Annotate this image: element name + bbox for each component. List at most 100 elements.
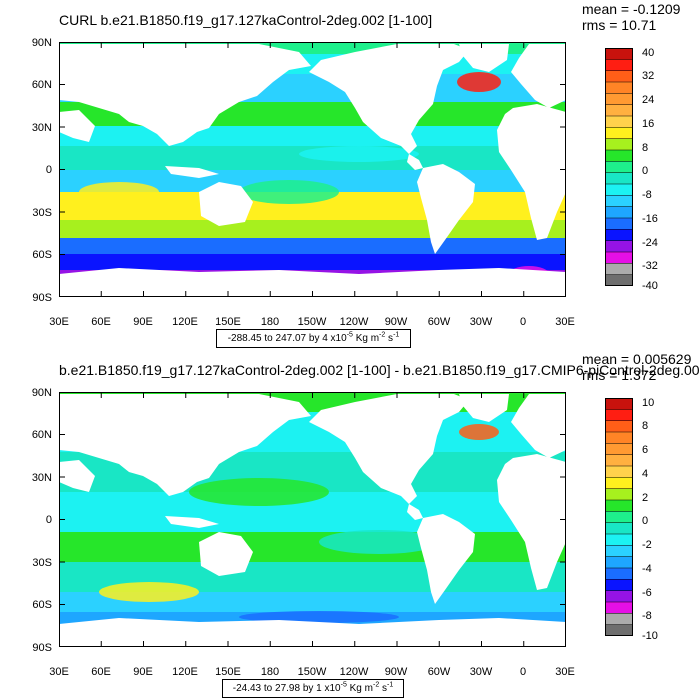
colorbar-label: 6 [642, 444, 649, 456]
colorbar-swatch [605, 556, 633, 569]
colorbar-label: 2 [642, 492, 649, 504]
colorbar-swatch [605, 465, 633, 478]
contour-range-label: -288.45 to 247.07 by 4 x10-5 Kg m-2 s-1 [216, 329, 411, 348]
panel-title: b.e21.B1850.f19_g17.127kaControl-2deg.00… [59, 362, 700, 378]
colorbar-frame [605, 48, 633, 286]
colorbar-swatch [605, 398, 633, 410]
lon-label: 0 [519, 316, 527, 328]
lon-label: 60W [427, 316, 451, 328]
colorbar [605, 398, 633, 636]
panel-top: CURL b.e21.B1850.f19_g17.127kaControl-2d… [31, 1, 681, 348]
lon-label: 120W [339, 316, 369, 328]
continent-landmass [497, 104, 566, 240]
lon-label: 0 [519, 666, 527, 678]
colorbar-swatch [605, 511, 633, 524]
colorbar-swatch [605, 104, 633, 117]
rms-text: rms = 10.71 [582, 17, 657, 33]
continent-landmass [407, 154, 423, 170]
lat-label: 60S [32, 599, 52, 611]
colorbar-label: -2 [642, 539, 652, 551]
colorbar-swatch [605, 590, 633, 603]
continent-landmass [165, 166, 219, 178]
colorbar-swatch [605, 70, 633, 83]
lon-label: 90E [133, 666, 153, 678]
lon-label: 30E [49, 316, 69, 328]
lon-label: 30W [469, 666, 493, 678]
field-anomaly [99, 582, 199, 602]
field-anomaly [189, 478, 329, 506]
lat-label: 60S [32, 249, 52, 261]
map-plot [59, 392, 566, 647]
colorbar-swatch [605, 251, 633, 264]
lon-label: 30W [469, 316, 493, 328]
field-anomaly [457, 72, 501, 92]
colorbar-swatch [605, 499, 633, 512]
colorbar-label: 24 [642, 94, 655, 106]
lon-label: 90W [384, 666, 408, 678]
colorbar-swatch [605, 195, 633, 208]
colorbar-label: -4 [642, 563, 652, 575]
continent-landmass [511, 44, 566, 108]
colorbar-swatch [605, 567, 633, 580]
continent-landmass [59, 460, 95, 492]
continent-landmass [511, 394, 566, 458]
colorbar-swatch [605, 545, 633, 558]
lat-label: 30N [31, 472, 52, 484]
colorbar-label: 8 [642, 420, 649, 432]
mean-text: mean = 0.005629 [582, 351, 692, 367]
colorbar-label: -10 [642, 630, 658, 642]
lon-label: 150W [297, 316, 327, 328]
lon-label: 120W [339, 666, 369, 678]
continent-landmass [309, 394, 469, 504]
colorbar-swatch [605, 217, 633, 230]
lon-label: 180 [260, 666, 280, 678]
lon-label: 90E [133, 316, 153, 328]
lat-label: 60N [31, 429, 52, 441]
colorbar-swatch [605, 454, 633, 467]
rms-text: rms = 1.372 [582, 367, 657, 383]
colorbar-swatch [605, 81, 633, 94]
lon-label: 30E [555, 666, 575, 678]
ocean-band [59, 254, 566, 270]
colorbar-swatch [605, 115, 633, 128]
lon-label: 180 [260, 316, 280, 328]
continent-landmass [459, 44, 509, 72]
panel-bottom: b.e21.B1850.f19_g17.127kaControl-2deg.00… [0, 350, 700, 700]
mean-text: mean = -0.1209 [582, 1, 681, 17]
ocean-band [59, 220, 566, 238]
field-anomaly [319, 530, 439, 554]
field-anomaly [299, 146, 419, 162]
continent-landmass [165, 516, 219, 528]
map-plot [59, 42, 566, 297]
continent-landmass [59, 618, 566, 647]
lon-label: 150E [215, 316, 241, 328]
lat-label: 30S [32, 557, 52, 569]
continent-landmass [59, 394, 311, 496]
colorbar-swatch [605, 477, 633, 490]
colorbar-swatch [605, 240, 633, 253]
colorbar-label: 40 [642, 47, 655, 59]
colorbar-frame [605, 398, 633, 636]
continent-landmass [199, 532, 253, 576]
field-anomaly [459, 424, 499, 440]
colorbar-label: 0 [642, 165, 649, 177]
lon-label: 90W [384, 316, 408, 328]
colorbar-swatch [605, 183, 633, 196]
continent-landmass [59, 44, 311, 146]
lat-label: 90N [31, 37, 52, 49]
colorbar-swatch [605, 149, 633, 162]
colorbar-swatch [605, 420, 633, 433]
lon-label: 120E [172, 666, 198, 678]
colorbar-swatch [605, 206, 633, 219]
lon-label: 150W [297, 666, 327, 678]
colorbar-swatch [605, 533, 633, 546]
colorbar-label: 4 [642, 468, 649, 480]
continent-landmass [59, 268, 566, 297]
field-anomaly [239, 180, 339, 204]
colorbar-swatch [605, 579, 633, 592]
lat-label: 30S [32, 207, 52, 219]
colorbar-swatch [605, 263, 633, 276]
lon-label: 150E [215, 666, 241, 678]
colorbar-swatch [605, 229, 633, 242]
colorbar-label: -32 [642, 260, 658, 272]
